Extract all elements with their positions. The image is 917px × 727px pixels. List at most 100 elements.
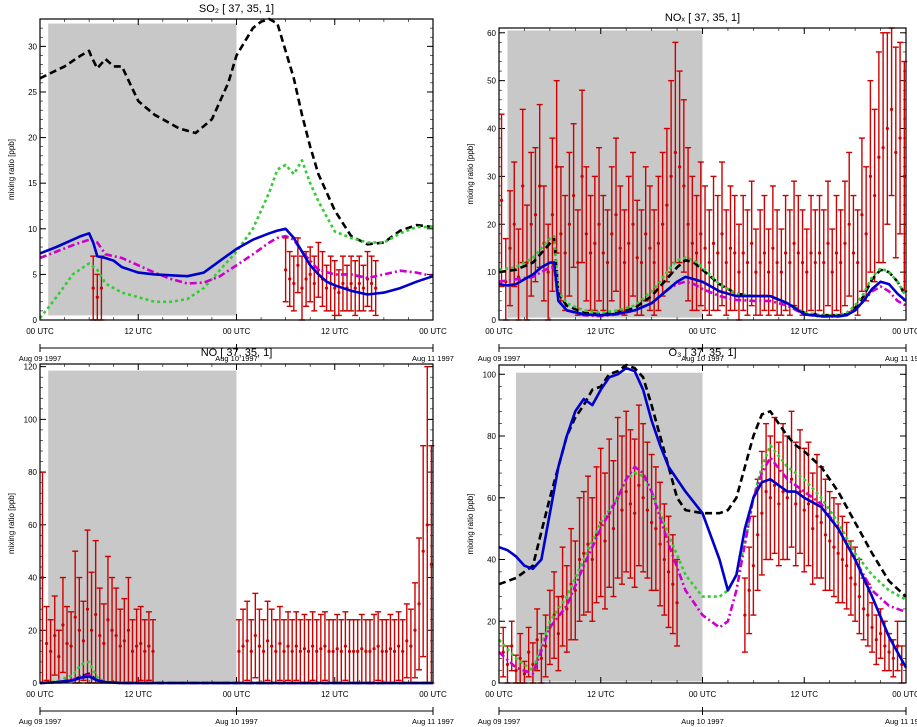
obs-point — [249, 649, 253, 653]
y-tick-label: 0 — [33, 316, 38, 325]
model-line-green — [498, 444, 907, 672]
obs-point — [401, 649, 405, 653]
obs-point — [768, 496, 772, 500]
obs-point — [312, 281, 316, 286]
obs-point — [772, 483, 777, 488]
obs-point — [343, 644, 347, 648]
y-tick-label: 100 — [483, 370, 497, 379]
x-tick-label: 00 UTC — [419, 690, 447, 699]
obs-point — [847, 222, 851, 226]
obs-point — [610, 232, 614, 236]
obs-point — [369, 281, 374, 286]
obs-point — [392, 649, 397, 653]
obs-point — [311, 644, 315, 648]
y-tick-label: 0 — [492, 316, 497, 325]
obs-point — [40, 575, 45, 580]
obs-point — [781, 489, 785, 494]
obs-point — [341, 281, 345, 286]
obs-point — [747, 588, 751, 592]
obs-point — [639, 260, 644, 265]
y-tick-label: 20 — [487, 220, 496, 229]
obs-point — [881, 146, 885, 150]
y-tick-label: 20 — [28, 134, 37, 143]
obs-point — [374, 286, 378, 290]
obs-point — [290, 649, 294, 653]
obs-point — [798, 489, 802, 494]
obs-point — [635, 256, 639, 260]
obs-point — [856, 260, 860, 265]
obs-point — [257, 644, 262, 648]
chart-title: SO₂ [ 37, 35, 1] — [199, 3, 274, 15]
obs-point — [300, 286, 304, 290]
x-tick-label: 12 UTC — [321, 690, 349, 699]
obs-point — [868, 174, 872, 178]
obs-point — [785, 496, 789, 500]
obs-point — [675, 601, 679, 605]
obs-point — [61, 623, 65, 627]
obs-point — [339, 649, 343, 653]
x-tick-label: 00 UTC — [26, 327, 54, 336]
obs-point — [711, 241, 716, 246]
obs-point — [302, 647, 307, 651]
obs-point — [559, 232, 563, 236]
obs-point — [102, 641, 106, 646]
obs-point — [611, 527, 616, 531]
obs-point — [783, 251, 788, 255]
obs-point — [618, 246, 622, 250]
obs-point — [874, 638, 878, 642]
obs-point — [889, 107, 894, 111]
obs-point — [828, 539, 832, 543]
obs-point — [887, 650, 891, 654]
obs-point — [421, 549, 425, 553]
obs-point — [902, 174, 906, 178]
obs-point — [682, 184, 686, 188]
obs-point — [282, 649, 286, 653]
y-tick-label: 10 — [28, 225, 37, 234]
obs-point — [662, 557, 666, 562]
obs-point — [308, 272, 312, 276]
obs-point — [505, 662, 510, 667]
obs-point — [327, 649, 331, 653]
y-tick-label: 60 — [487, 494, 496, 503]
date-label: Aug 10 1997 — [215, 717, 258, 726]
obs-point — [361, 286, 366, 290]
y-tick-label: 80 — [28, 468, 37, 477]
obs-point — [830, 270, 834, 274]
model-line-blue — [498, 366, 908, 669]
obs-point — [800, 260, 805, 265]
obs-point — [429, 562, 433, 566]
model-line-black — [498, 363, 907, 598]
model-line-black — [39, 17, 434, 246]
obs-point — [106, 618, 110, 622]
obs-point — [351, 649, 356, 653]
obs-point — [860, 213, 864, 217]
obs-point — [840, 557, 845, 562]
obs-point — [750, 241, 754, 246]
date-label: Aug 11 1997 — [885, 717, 917, 726]
obs-point — [870, 625, 874, 630]
x-tick-label: 00 UTC — [26, 690, 54, 699]
obs-point — [796, 251, 800, 255]
obs-point — [720, 232, 724, 236]
obs-point — [94, 612, 98, 617]
obs-point — [44, 641, 49, 646]
y-tick-label: 20 — [28, 626, 37, 635]
y-tick-label: 40 — [28, 574, 37, 583]
y-tick-label: 100 — [24, 415, 38, 424]
obs-point — [529, 222, 533, 226]
obs-point — [813, 260, 817, 265]
obs-point — [122, 639, 126, 643]
obs-point — [292, 281, 296, 286]
obs-point — [716, 251, 720, 255]
obs-point — [686, 222, 690, 226]
obs-point — [288, 277, 292, 281]
obs-point — [582, 551, 586, 555]
obs-point — [694, 251, 699, 255]
obs-point — [535, 638, 539, 642]
y-tick-label: 60 — [487, 29, 496, 38]
y-tick-label: 25 — [28, 88, 37, 97]
obs-point — [85, 607, 90, 611]
obs-point — [521, 184, 525, 188]
x-tick-label: 00 UTC — [892, 690, 917, 699]
obs-point — [372, 647, 376, 651]
